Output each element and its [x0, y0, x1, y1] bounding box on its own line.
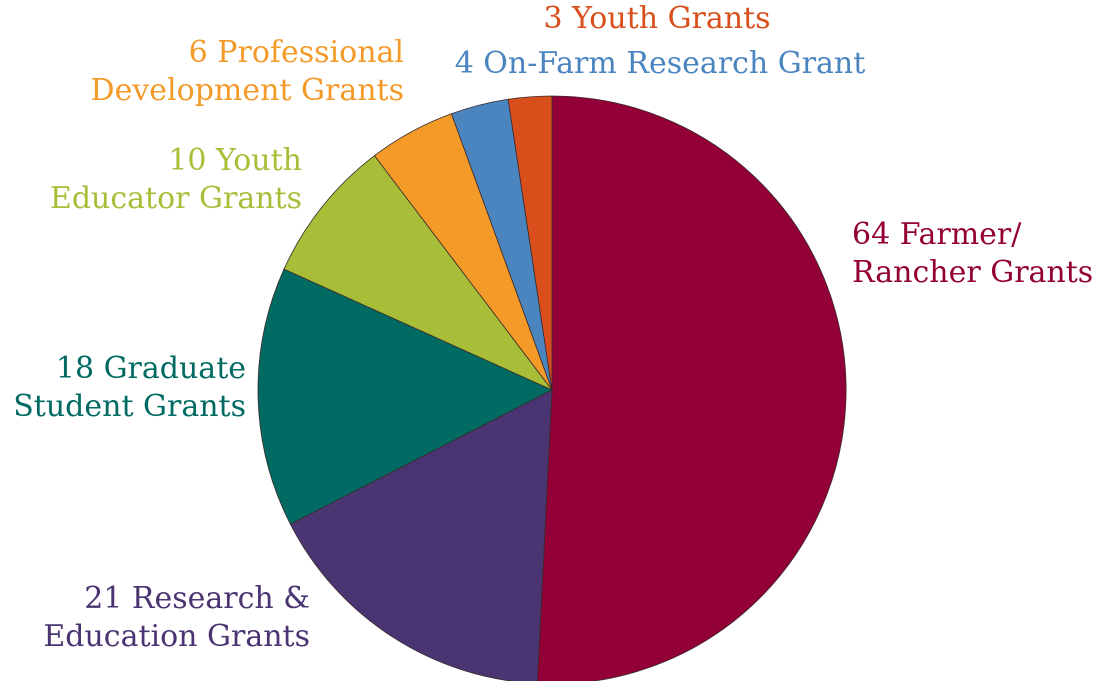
slice-label-youth: 3 Youth Grants [534, 0, 780, 38]
pie-slice-farmer [537, 95, 847, 681]
slice-label-research-line-2: Education Grants [43, 619, 310, 654]
slice-label-professional-line-1: 6 Professional [188, 35, 404, 70]
slice-label-professional: 6 Professional Development Grants [91, 34, 404, 110]
pie-slice-youth-educator [283, 155, 553, 391]
slice-label-graduate-line-2: Student Grants [13, 389, 246, 424]
slice-label-research-line-1: 21 Research & [84, 581, 310, 616]
slice-label-youth-line-1: 3 Youth Grants [543, 1, 771, 36]
slice-label-farmer-line-1: 64 Farmer/ [852, 217, 1022, 252]
slice-label-professional-line-2: Development Grants [90, 73, 404, 108]
slice-label-youth-educator-line-1: 10 Youth [168, 143, 302, 178]
slice-label-onfarm: 4 On-Farm Research Grant [447, 45, 873, 83]
pie-slices [257, 95, 847, 681]
slice-label-onfarm-line-1: 4 On-Farm Research Grant [454, 46, 866, 81]
slice-label-youth-educator-line-2: Educator Grants [49, 181, 302, 216]
slice-label-farmer: 64 Farmer/ Rancher Grants [852, 216, 1093, 292]
pie-slice-graduate [257, 268, 553, 525]
pie-slice-research [289, 389, 553, 681]
slice-label-graduate: 18 Graduate Student Grants [13, 350, 246, 426]
slice-label-youth-educator: 10 Youth Educator Grants [50, 142, 302, 218]
slice-label-farmer-line-2: Rancher Grants [852, 255, 1094, 290]
pie-slice-youth [507, 95, 553, 391]
slice-label-graduate-line-1: 18 Graduate [55, 351, 246, 386]
slice-label-research: 21 Research & Education Grants [43, 580, 310, 656]
